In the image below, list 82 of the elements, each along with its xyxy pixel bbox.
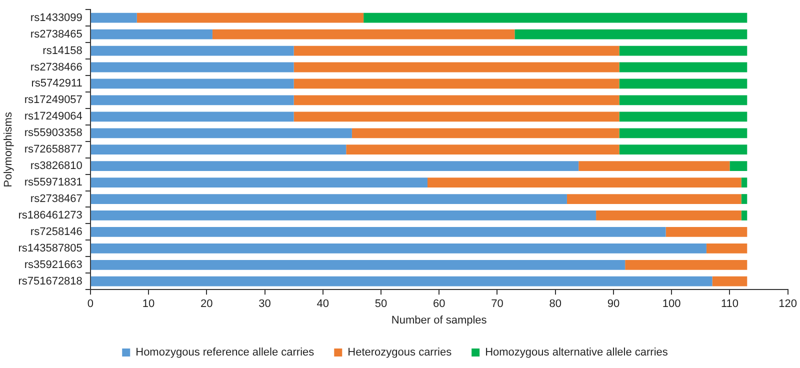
bar [90,128,352,138]
y-tick-label: rs14158 [42,44,82,57]
bar [90,62,294,72]
y-axis-title: Polymorphisms [2,112,15,188]
x-tick-label: 60 [433,298,446,310]
x-tick-label: 90 [607,298,620,310]
bar [90,227,666,237]
bar [294,46,620,56]
x-tick-label: 110 [720,298,738,310]
y-tick-label: rs5742911 [31,78,82,90]
bar [514,29,748,40]
bar [90,29,212,40]
bar [90,260,626,270]
x-tick-label: 70 [491,298,504,310]
bar [619,112,748,122]
legend-label: Homozygous reference allele carries [136,346,315,359]
x-tick-label: 0 [87,298,94,310]
bar [90,95,294,106]
x-tick-label: 10 [142,298,155,310]
bar [90,161,579,172]
bar [619,62,748,72]
bar [294,78,620,89]
y-tick-label: rs55903358 [24,127,82,140]
bar [578,161,730,172]
bar [346,144,620,155]
y-tick-label: rs2738466 [30,61,82,74]
bar [619,46,748,56]
bar [566,194,742,204]
bar [294,112,620,122]
x-tick-label: 100 [662,298,681,310]
bar [741,194,748,204]
y-tick-label: rs17249064 [24,110,82,123]
bar [136,12,364,23]
bar [619,95,748,106]
x-axis-title: Number of samples [391,314,488,326]
bar [428,178,742,188]
x-tick-label: 120 [778,298,798,310]
bar [596,210,742,220]
bar [90,12,137,23]
y-tick-label: rs55971831 [24,176,82,189]
bar [619,144,748,155]
bar [741,178,748,188]
y-tick-label: rs2738467 [30,193,82,206]
y-tick-label: rs751672818 [18,275,82,288]
y-tick-label: rs72658877 [24,144,82,156]
bar [666,227,748,237]
y-tick-label: rs186461273 [18,210,82,222]
bar [294,95,620,106]
bar [730,161,748,172]
bar [90,112,294,122]
y-tick-label: rs35921663 [24,258,82,271]
bar [90,210,596,220]
x-tick-label: 40 [316,298,330,310]
bar [352,128,620,138]
bar [90,276,712,286]
bar [90,78,294,89]
bar [294,62,620,72]
bar [706,243,748,254]
y-tick-label: rs7258146 [30,226,82,238]
bar [212,29,515,40]
y-tick-label: rs2738465 [30,28,82,40]
x-tick-label: 50 [374,298,388,310]
y-tick-label: rs17249057 [24,94,82,106]
bar [619,78,748,89]
legend-label: Heterozygous carries [348,346,452,359]
y-tick-label: rs3826810 [30,160,82,172]
bar [619,128,748,138]
bar [90,46,294,56]
bar [90,144,346,155]
bar [90,178,428,188]
y-tick-label: rs1433099 [30,12,82,24]
bar [625,260,748,270]
legend-label: Homozygous alternative allele carries [485,346,668,359]
y-tick-label: rs143587805 [18,242,82,254]
bar [364,12,748,23]
bar [712,276,748,286]
bar [90,194,567,204]
x-tick-label: 20 [200,298,213,310]
bar [741,210,748,220]
x-tick-label: 80 [549,298,562,310]
bar [90,243,706,254]
x-tick-label: 30 [258,298,271,310]
